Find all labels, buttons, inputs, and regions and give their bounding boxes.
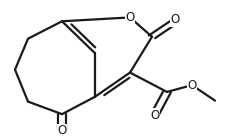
Text: O: O — [188, 79, 196, 92]
Text: O: O — [150, 109, 160, 122]
Text: O: O — [170, 13, 179, 26]
Text: O: O — [58, 124, 66, 137]
Text: O: O — [126, 11, 134, 24]
